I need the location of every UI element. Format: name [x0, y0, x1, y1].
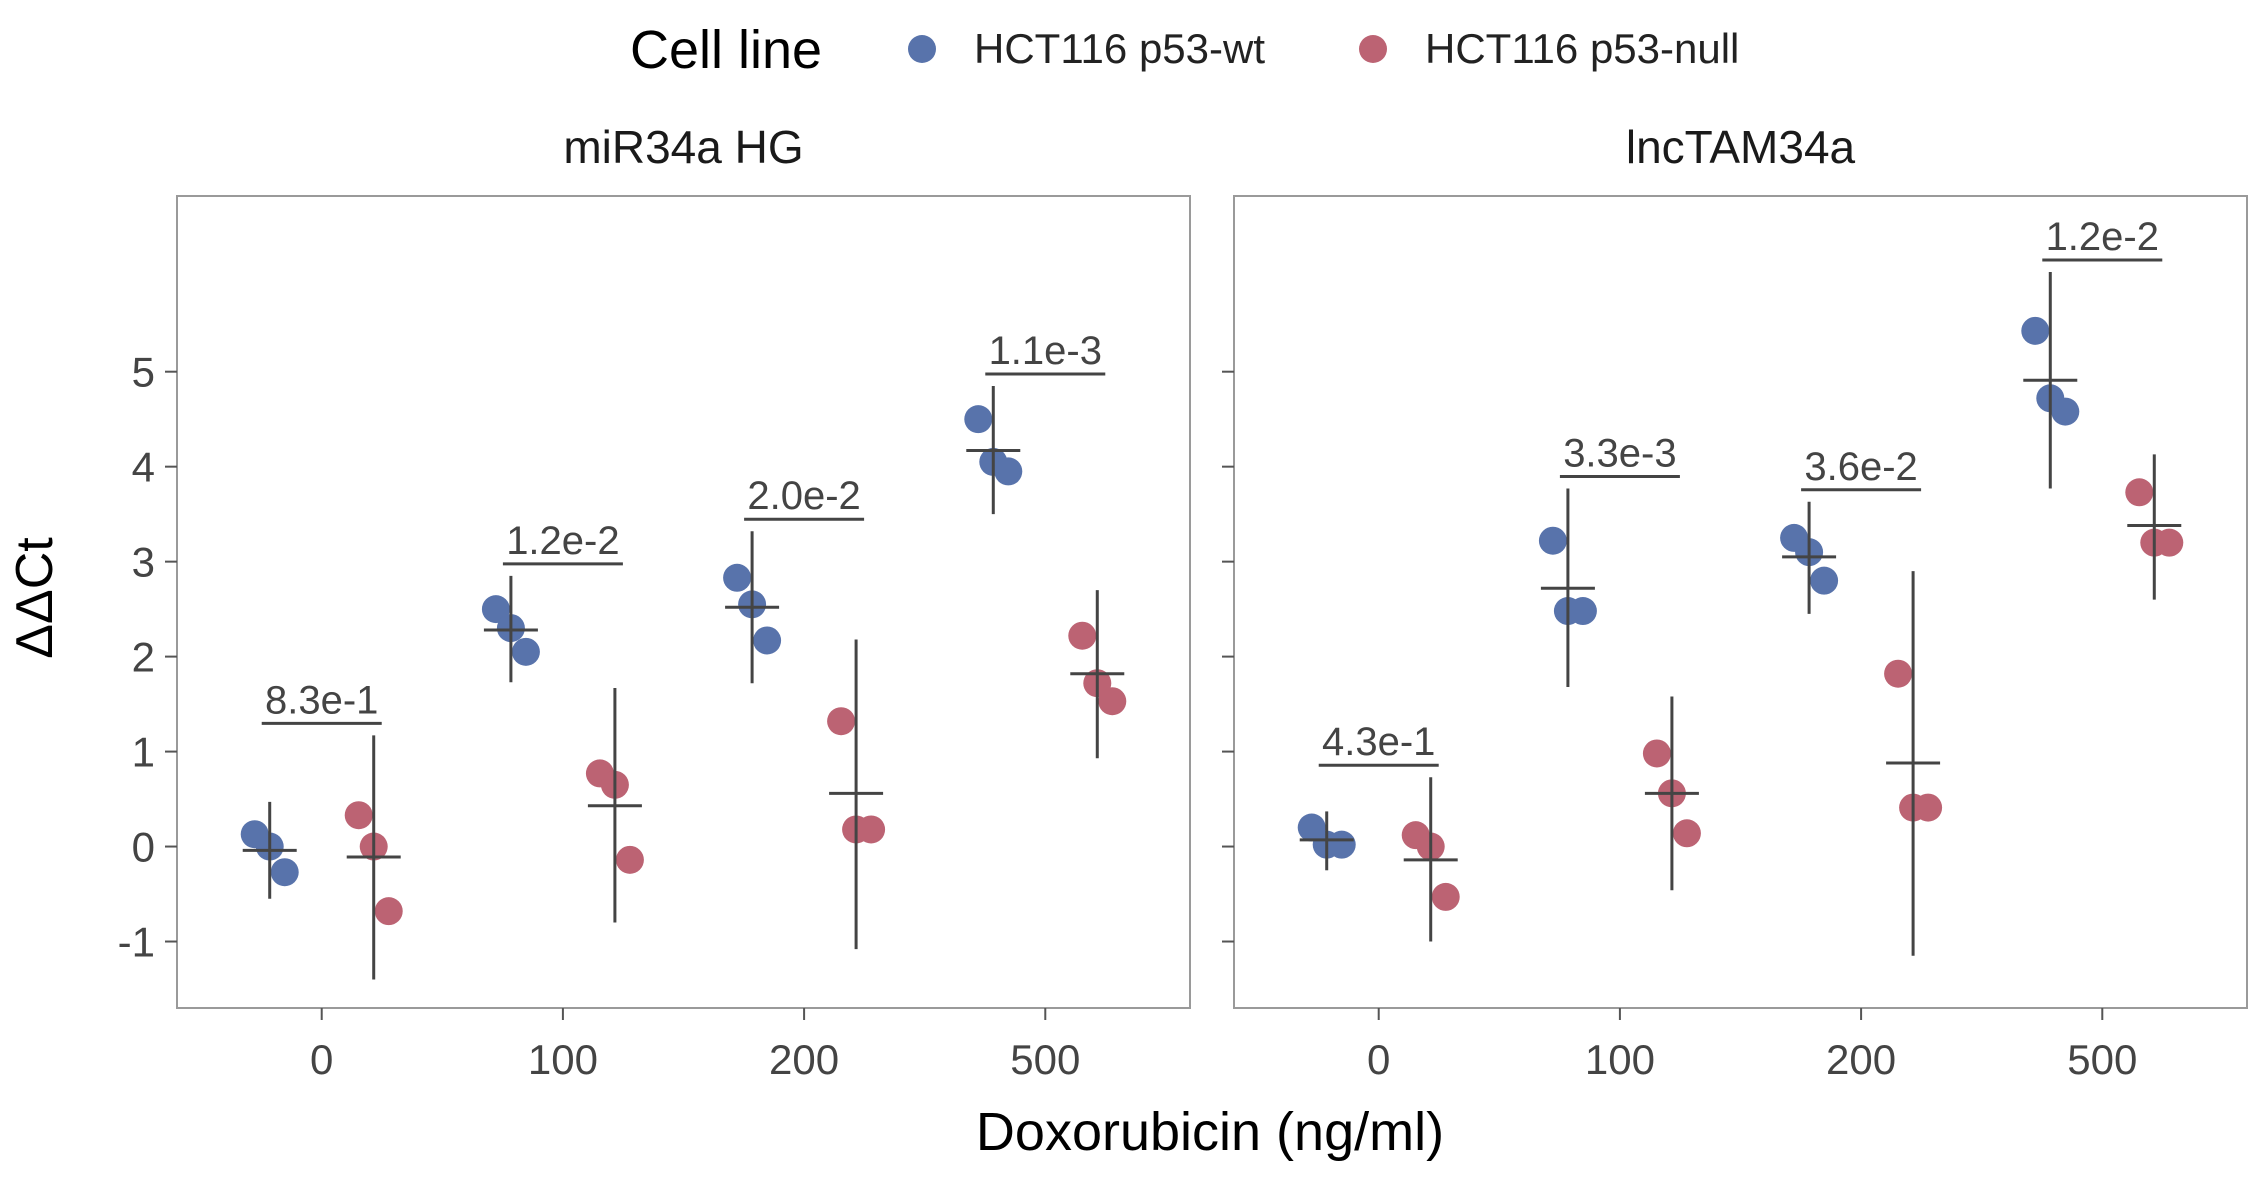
- data-point-wt: [1810, 566, 1839, 595]
- data-point-null: [1642, 739, 1671, 768]
- data-point-wt: [481, 595, 510, 624]
- p-value-label: 3.3e-3: [1563, 432, 1676, 476]
- legend: Cell line HCT116 p53-wt HCT116 p53-null: [630, 20, 1739, 80]
- data-point-wt: [723, 563, 752, 592]
- legend-label-wt: HCT116 p53-wt: [974, 25, 1265, 72]
- data-point-null: [1884, 659, 1913, 688]
- panel-frame: [1233, 195, 2248, 1009]
- data-point-null: [857, 815, 886, 844]
- y-tick-label: 1: [132, 729, 155, 776]
- panel-2: lncTAM34a 0 100 200 500 4.3e-1 3.3e-3 3.6e-2 1.2…: [1222, 121, 2248, 1083]
- data-point-null: [827, 707, 856, 736]
- data-point-null: [344, 801, 373, 830]
- y-axis-label: ΔΔCt: [6, 537, 64, 659]
- data-point-null: [2155, 528, 2184, 557]
- data-point-wt: [964, 405, 993, 434]
- y-tick-label: 2: [132, 634, 155, 681]
- legend-marker-wt: [908, 35, 936, 63]
- legend-title: Cell line: [630, 20, 822, 80]
- x-tick-label: 0: [310, 1036, 333, 1083]
- p-value-label: 1.2e-2: [2046, 215, 2159, 259]
- p-value-label: 3.6e-2: [1804, 445, 1917, 489]
- y-tick-label: 5: [132, 349, 155, 396]
- data-point-null: [1431, 882, 1460, 911]
- p-value-label: 1.2e-2: [506, 519, 619, 563]
- data-point-null: [1914, 793, 1943, 822]
- p-value-label: 4.3e-1: [1322, 720, 1435, 764]
- y-tick-label: -1: [118, 919, 155, 966]
- data-point-null: [374, 897, 403, 926]
- x-tick-label: 0: [1367, 1036, 1390, 1083]
- x-tick-label: 200: [769, 1036, 839, 1083]
- y-tick-label: 3: [132, 539, 155, 586]
- p-value-label: 1.1e-3: [989, 329, 1102, 373]
- data-point-wt: [1538, 526, 1567, 555]
- data-point-wt: [270, 858, 299, 887]
- panel-title: miR34a HG: [563, 121, 803, 173]
- data-point-null: [1672, 819, 1701, 848]
- panel-frame: [176, 195, 1191, 1009]
- panel-title: lncTAM34a: [1626, 121, 1856, 173]
- data-point-wt: [753, 626, 782, 655]
- data-point-null: [1098, 687, 1127, 716]
- x-tick-label: 200: [1826, 1036, 1896, 1083]
- x-tick-label: 100: [1585, 1036, 1655, 1083]
- legend-label-null: HCT116 p53-null: [1425, 25, 1739, 72]
- data-point-wt: [2021, 316, 2050, 345]
- p-value-label: 8.3e-1: [265, 678, 378, 722]
- x-tick-label: 500: [2067, 1036, 2137, 1083]
- data-point-null: [2125, 478, 2154, 507]
- x-tick-label: 500: [1010, 1036, 1080, 1083]
- data-point-wt: [511, 637, 540, 666]
- y-tick-label: 4: [132, 444, 155, 491]
- y-tick-label: 0: [132, 824, 155, 871]
- x-axis-label: Doxorubicin (ng/ml): [976, 1102, 1444, 1162]
- x-tick-label: 100: [528, 1036, 598, 1083]
- panel-1: miR34a HG -1 0 1 2 3 4 5 0 100 200 500 8.3e-1 1.2e-2 2…: [118, 121, 1191, 1083]
- data-point-null: [1068, 621, 1097, 650]
- p-value-label: 2.0e-2: [747, 474, 860, 518]
- data-point-null: [615, 845, 644, 874]
- data-point-wt: [994, 457, 1023, 486]
- data-point-wt: [1568, 597, 1597, 626]
- legend-marker-null: [1359, 35, 1387, 63]
- data-point-wt: [1327, 830, 1356, 859]
- panels: miR34a HG -1 0 1 2 3 4 5 0 100 200 500 8.3e-1 1.2e-2 2…: [118, 121, 2248, 1083]
- data-point-wt: [2051, 397, 2080, 426]
